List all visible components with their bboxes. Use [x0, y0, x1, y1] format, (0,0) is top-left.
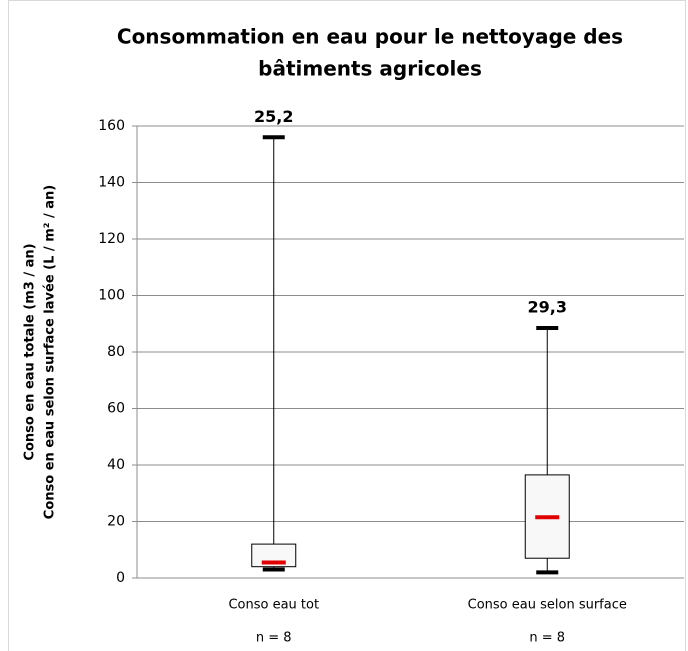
annotation: 25,2 — [254, 107, 293, 126]
y-tick-label: 0 — [116, 570, 125, 586]
chart-title: bâtiments agricoles — [258, 57, 482, 81]
x-tick-label: Conso eau tot — [228, 598, 319, 613]
annotation: 29,3 — [528, 297, 567, 316]
y-axis-label: Conso en eau totale (m3 / an) — [23, 243, 38, 460]
x-tick-label: Conso eau selon surface — [468, 598, 627, 613]
chart-frame — [8, 0, 686, 651]
y-tick-label: 160 — [98, 118, 125, 134]
y-tick-label: 120 — [98, 231, 125, 247]
chart-title: Consommation en eau pour le nettoyage de… — [117, 25, 623, 49]
y-tick-label: 40 — [107, 457, 125, 473]
y-tick-label: 140 — [98, 175, 125, 191]
y-tick-label: 80 — [107, 344, 125, 360]
y-tick-label: 60 — [107, 401, 125, 417]
y-tick-label: 20 — [107, 514, 125, 530]
y-tick-label: 100 — [98, 288, 125, 304]
y-axis-label: Conso en eau selon surface lavée (L / m²… — [43, 185, 58, 519]
sample-size: n = 8 — [529, 631, 565, 646]
sample-size: n = 8 — [256, 631, 292, 646]
